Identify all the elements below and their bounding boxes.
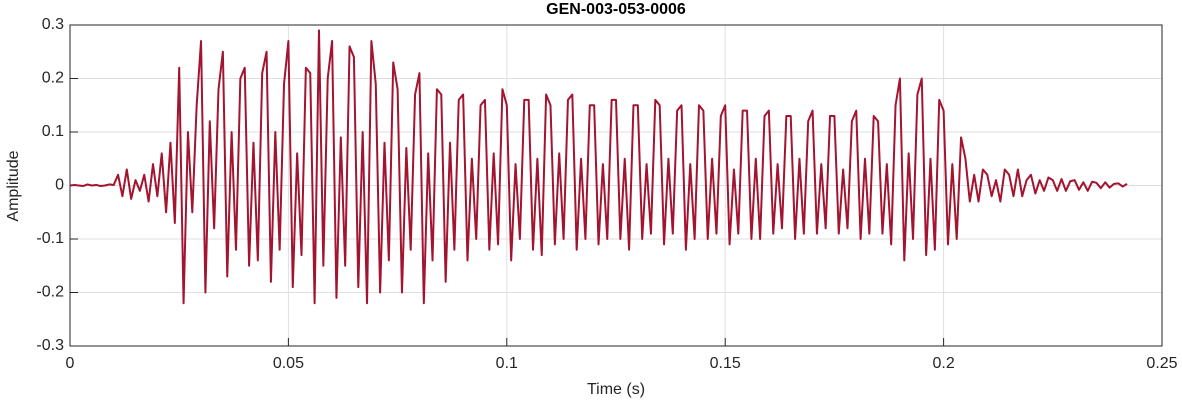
y-tick-label: 0.2	[42, 70, 64, 87]
x-tick-label: 0.2	[932, 355, 954, 372]
chart-title: GEN-003-053-0006	[546, 1, 686, 18]
y-tick-label: 0	[55, 177, 64, 194]
x-tick-label: 0.05	[273, 355, 304, 372]
y-tick-label: -0.3	[36, 337, 64, 354]
waveform-line	[69, 29, 1128, 305]
x-tick-label: 0.25	[1146, 355, 1177, 372]
y-axis-label: Amplitude	[5, 150, 22, 221]
x-tick-label: 0	[66, 355, 75, 372]
x-tick-label: 0.15	[710, 355, 741, 372]
y-tick-label: -0.1	[36, 230, 64, 247]
x-tick-label: 0.1	[496, 355, 518, 372]
y-tick-label: 0.3	[42, 16, 64, 33]
y-tick-label: -0.2	[36, 284, 64, 301]
y-tick-label: 0.1	[42, 123, 64, 140]
x-axis-label: Time (s)	[587, 381, 645, 398]
